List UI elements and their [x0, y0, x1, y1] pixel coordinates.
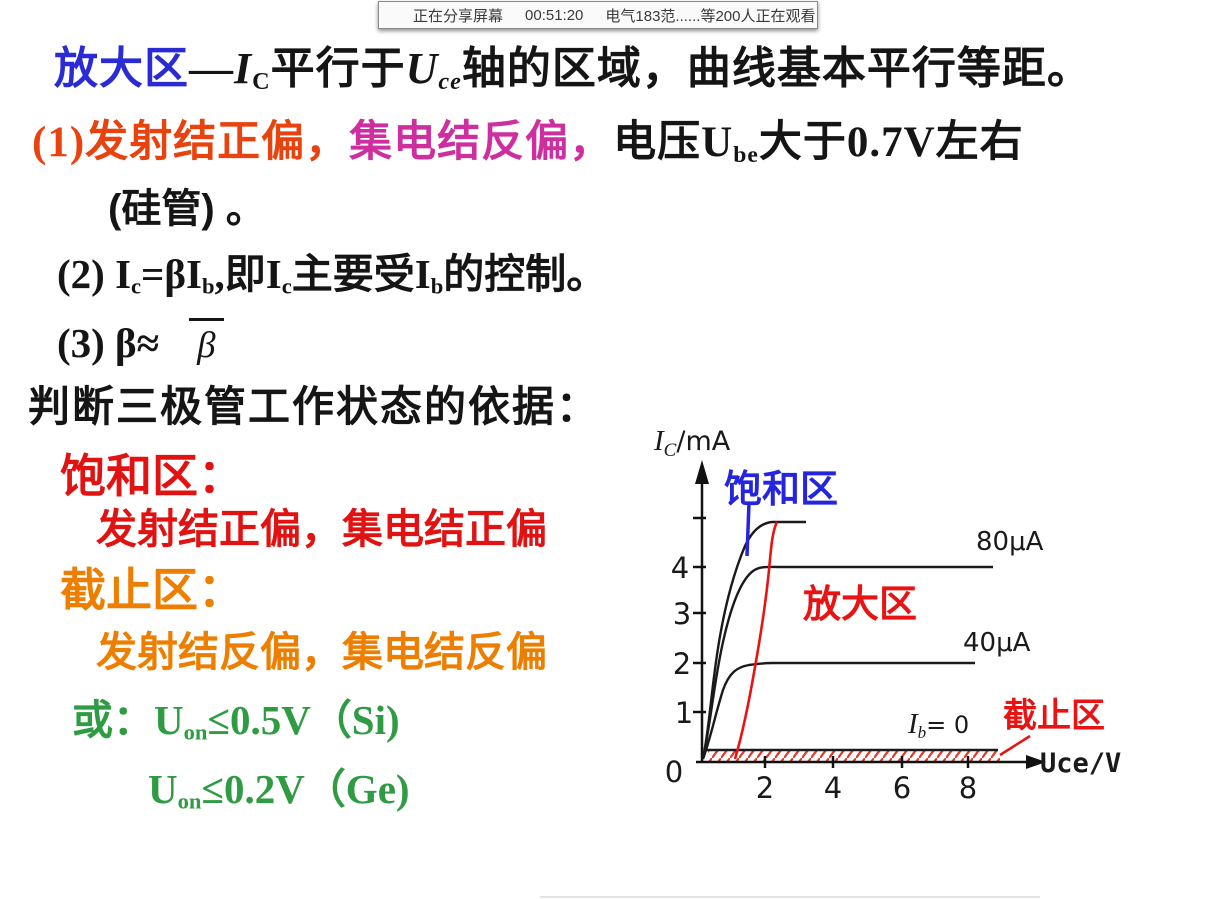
y-ticks — [693, 516, 706, 714]
text-mainly-controlled: 主要受 — [291, 251, 415, 297]
term-cutoff-region: 截止区： — [60, 564, 244, 616]
label-40uA: 40μA — [963, 628, 1031, 658]
curve-ib-80 — [701, 565, 993, 759]
text-silicon-tube: (硅管) 。 — [108, 187, 266, 231]
cutoff-hatch-region — [708, 751, 1000, 762]
dash: — — [189, 44, 234, 93]
share-viewers-label: 电气183范......等200人正在观看 — [605, 7, 816, 25]
symbol-ube: U — [701, 119, 734, 166]
symbol-ic3: I — [265, 251, 282, 297]
critical-saturation-line — [733, 521, 779, 760]
origin-label: 0 — [665, 755, 683, 789]
text-voltage: 电压 — [613, 118, 702, 166]
curve-ib-40 — [701, 661, 975, 760]
symbol-ib-sub: b — [201, 273, 215, 299]
term-amplification-region: 放大区 — [54, 44, 189, 93]
region-label-cutoff: 截止区 — [1003, 697, 1105, 735]
symbol-ic2: I — [115, 251, 132, 297]
x-axis-arrow-icon — [1026, 755, 1046, 769]
item-number-1: (1) — [32, 119, 86, 166]
symbol-ic3-sub: c — [281, 273, 292, 299]
symbol-uon-si: U — [154, 697, 184, 743]
y-tick-3: 3 — [673, 597, 691, 631]
text-judgment-basis: 判断三极管工作状态的依据： — [28, 385, 601, 431]
curve-ib-high — [701, 520, 806, 759]
label-si: （Si) — [310, 697, 400, 743]
text-emitter-forward: 发射结正偏， — [85, 118, 350, 166]
symbol-uce: U — [405, 44, 439, 93]
label-ge: （Ge) — [304, 766, 410, 812]
text-greater-than: 大于 — [758, 118, 847, 166]
value-0-7v: 0.7V — [846, 119, 936, 166]
x-tick-2: 2 — [756, 771, 774, 805]
text-or: 或： — [72, 697, 154, 743]
text-that-is: ,即 — [214, 251, 266, 297]
text-approx: 左右 — [935, 118, 1024, 166]
item-number-2: (2) — [57, 251, 116, 297]
line-point1-bias: (1)发射结正偏，集电结反偏，电压Ube大于0.7V左右 — [32, 118, 1024, 169]
x-tick-8: 8 — [959, 771, 977, 805]
symbol-ib2-sub: b — [430, 273, 444, 299]
symbol-beta-bar: β — [189, 318, 224, 366]
line-point3-beta: (3) β≈ β — [57, 318, 224, 367]
symbol-uce-sub: ce — [438, 68, 462, 96]
y-tick-2: 2 — [673, 647, 691, 681]
term-saturation-region: 饱和区： — [60, 450, 244, 502]
line-silicon-note: (硅管) 。 — [108, 186, 266, 232]
label-80uA: 80μA — [976, 527, 1044, 557]
symbol-ube-sub: be — [733, 141, 759, 168]
text-region-rest: 轴的区域，曲线基本平行等距。 — [461, 44, 1092, 93]
line-cutoff-title: 截止区： — [60, 564, 244, 617]
y-axis-arrow-icon — [695, 460, 709, 484]
saturation-pointer-line — [745, 502, 751, 557]
line-saturation-bias: 发射结正偏，集电结正偏 — [96, 506, 547, 553]
line-judgment-basis: 判断三极管工作状态的依据： — [28, 384, 600, 432]
formula-beta-ib: =βI — [141, 251, 202, 297]
line-amplification-definition: 放大区—IC平行于Uce轴的区域，曲线基本平行等距。 — [54, 44, 1092, 96]
y-tick-1: 1 — [675, 696, 693, 730]
bottom-shadow-line — [540, 896, 1040, 898]
y-tick-4: 4 — [671, 551, 689, 585]
x-axis-title: Uce/V — [1040, 748, 1121, 779]
line-uon-ge: Uon≤0.2V（Ge) — [148, 766, 410, 815]
line-point2-formula: (2) Ic=βIb,即Ic主要受Ib的控制。 — [57, 251, 607, 300]
y-axis-title: IC/mA — [653, 425, 731, 461]
region-label-saturation: 饱和区 — [724, 469, 838, 511]
text-cutoff-bias: 发射结反偏，集电结反偏 — [96, 629, 547, 675]
symbol-ic-sub: C — [252, 68, 271, 96]
text-collector-reverse: 集电结反偏， — [349, 118, 614, 166]
value-uon-si: ≤0.5V — [207, 697, 311, 743]
symbol-uon-ge-sub: on — [177, 788, 202, 814]
formula-beta-approx: (3) β≈ — [57, 320, 160, 366]
symbol-uon-ge: U — [148, 766, 178, 812]
x-ticks — [763, 756, 970, 768]
line-saturation-title: 饱和区： — [60, 450, 244, 503]
text-parallel-to: 平行于 — [270, 44, 406, 93]
symbol-ib2: I — [414, 251, 431, 297]
x-tick-4: 4 — [824, 771, 842, 805]
text-control-rest: 的控制。 — [443, 251, 608, 297]
text-saturation-bias: 发射结正偏，集电结正偏 — [96, 506, 547, 552]
output-characteristics-chart: 4 3 2 1 0 2 4 6 8 IC/mA Uce/V 80μA 40μA … — [653, 425, 1121, 805]
region-label-amplification: 放大区 — [803, 584, 917, 626]
x-tick-6: 6 — [893, 771, 911, 805]
symbol-ic: I — [234, 44, 253, 93]
share-status-label: 正在分享屏幕 — [413, 7, 504, 25]
label-ib0: Ib= 0 — [907, 708, 969, 742]
symbol-ic2-sub: c — [131, 273, 142, 299]
value-uon-ge: ≤0.2V — [201, 766, 305, 812]
cutoff-pointer-line — [999, 734, 1031, 757]
line-uon-si: 或：Uon≤0.5V（Si) — [72, 697, 400, 746]
share-timer: 00:51:20 — [525, 6, 584, 24]
screen-share-bar: 正在分享屏幕 00:51:20 电气183范......等200人正在观看 — [378, 1, 818, 29]
symbol-uon-si-sub: on — [183, 719, 208, 745]
line-cutoff-bias: 发射结反偏，集电结反偏 — [96, 629, 547, 676]
